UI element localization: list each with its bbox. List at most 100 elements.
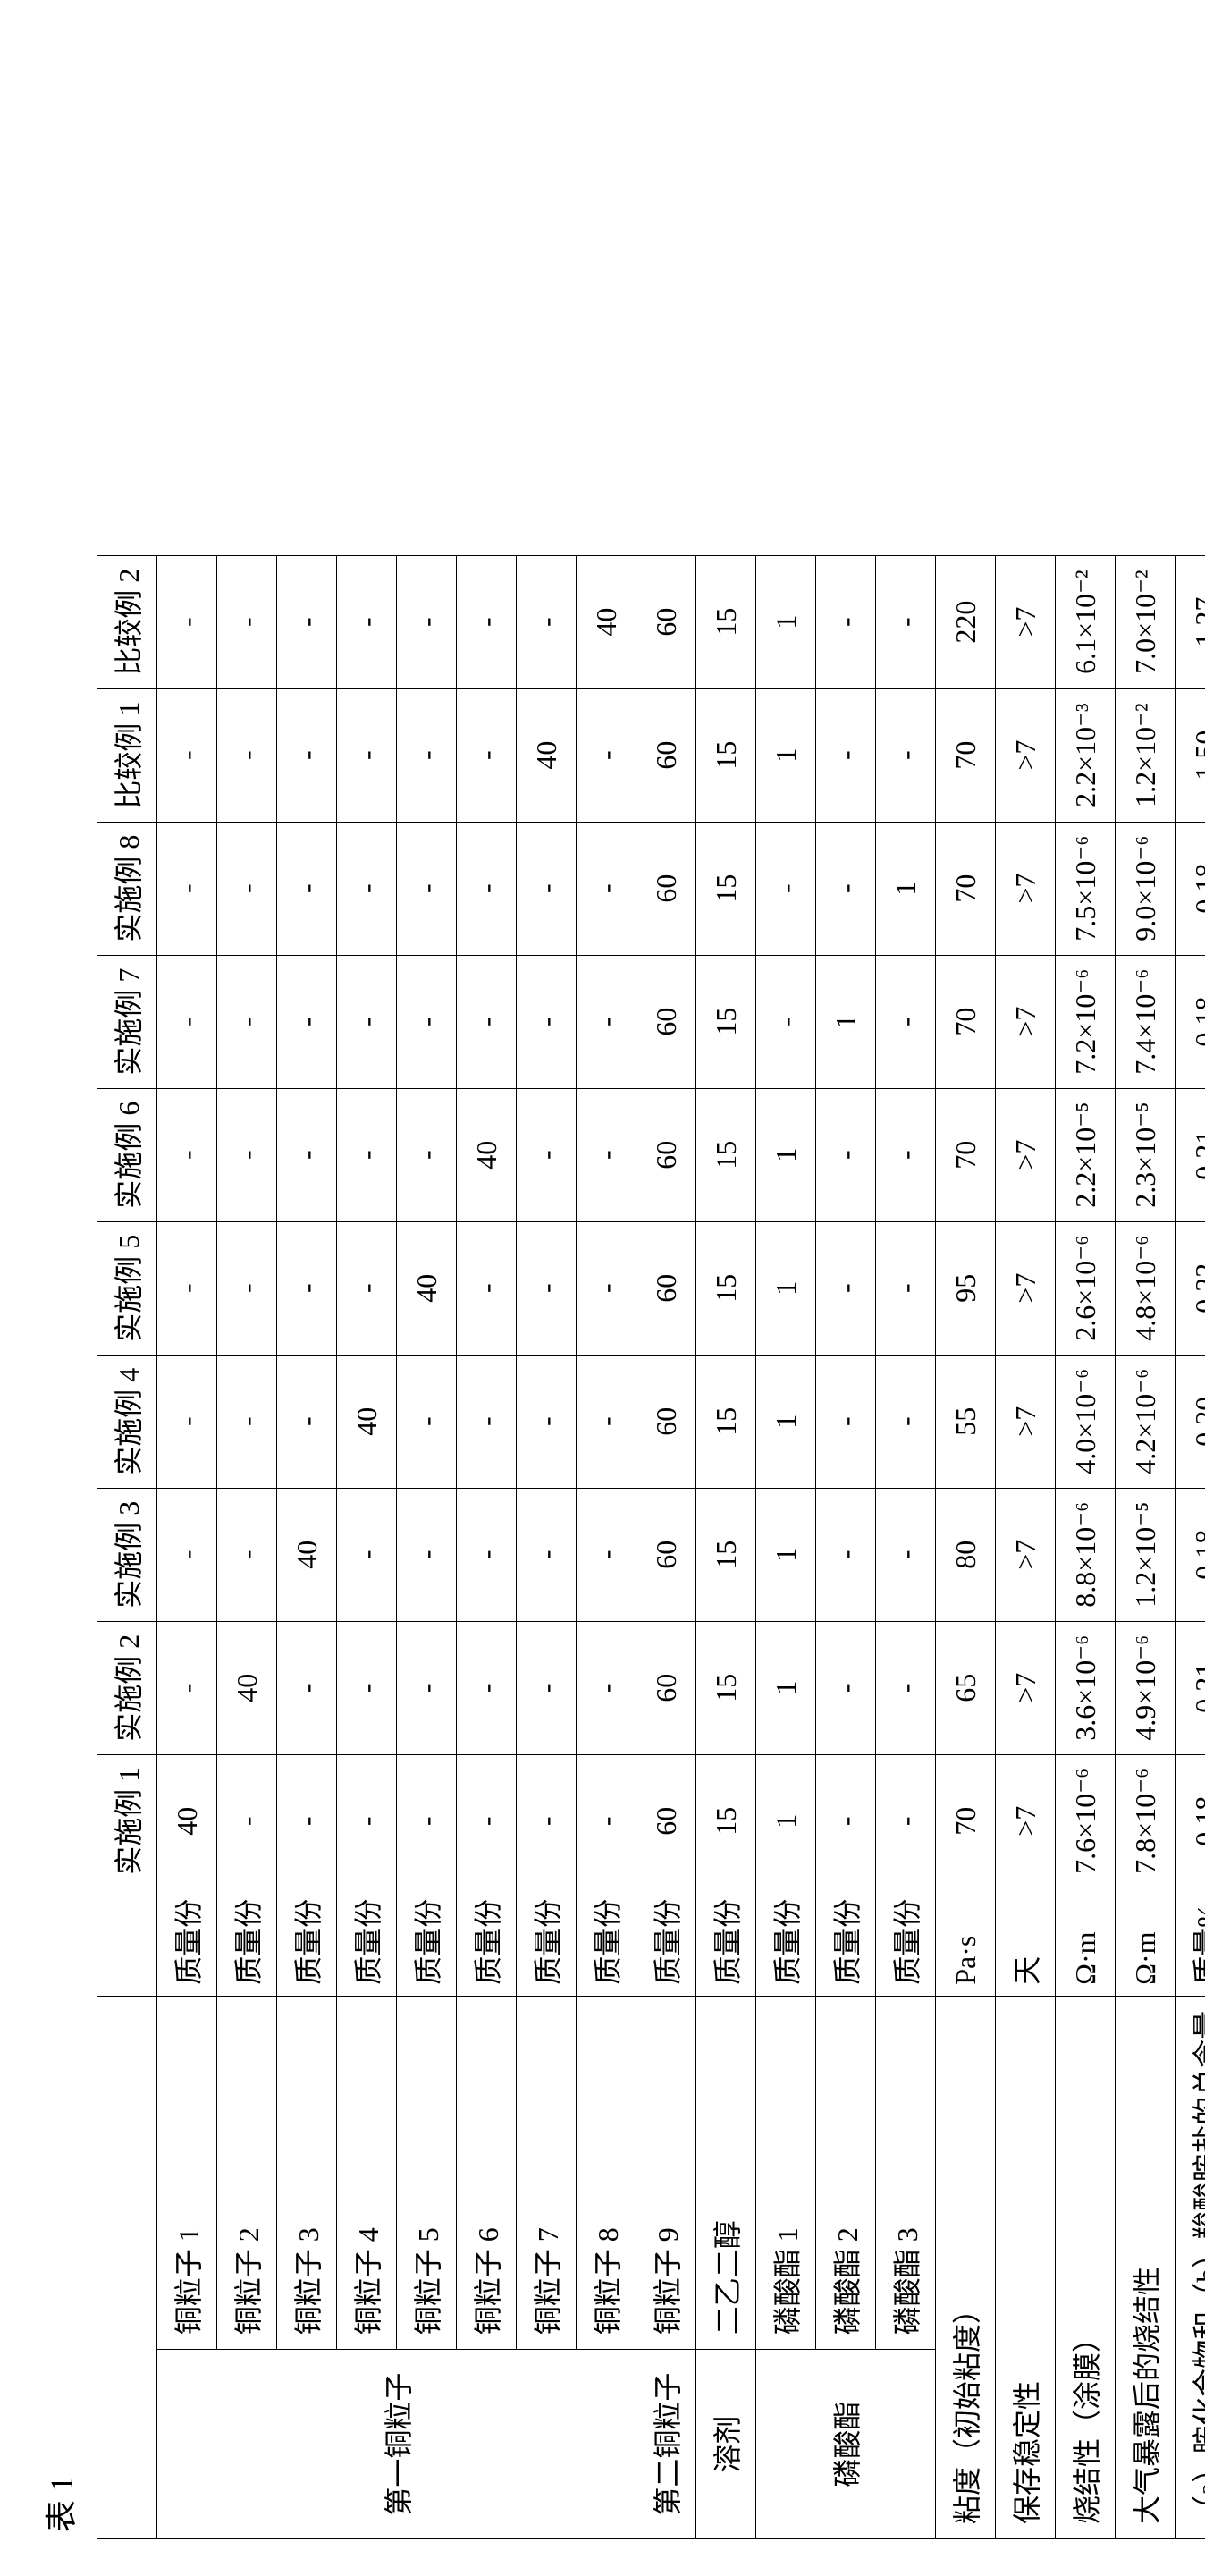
value-cell: - — [517, 822, 577, 955]
value-cell: - — [277, 1754, 337, 1888]
unit-cell: 质量份 — [277, 1888, 337, 1996]
value-cell: - — [337, 822, 397, 955]
value-cell: >7 — [996, 555, 1056, 688]
value-cell: >7 — [996, 955, 1056, 1088]
value-cell: 4.0×10⁻⁶ — [1056, 1355, 1116, 1488]
value-cell: - — [457, 555, 517, 688]
value-cell: - — [876, 1221, 936, 1355]
value-cell: 1.50 — [1176, 688, 1205, 822]
table-row: 铜粒子 5质量份----40----- — [397, 555, 457, 2538]
value-cell: 2.2×10⁻³ — [1056, 688, 1116, 822]
value-cell: - — [517, 1088, 577, 1221]
column-header: 实施例 4 — [97, 1355, 157, 1488]
sub-label: 磷酸酯 1 — [756, 1996, 816, 2349]
value-cell: - — [337, 1754, 397, 1888]
value-cell: 55 — [936, 1355, 996, 1488]
value-cell: - — [457, 1754, 517, 1888]
group-label: 溶剂 — [696, 2350, 756, 2539]
value-cell: 8.8×10⁻⁶ — [1056, 1488, 1116, 1621]
value-cell: 40 — [457, 1088, 517, 1221]
column-header: 实施例 8 — [97, 822, 157, 955]
value-cell: - — [277, 1088, 337, 1221]
sub-label: 铜粒子 4 — [337, 1996, 397, 2349]
value-cell: - — [397, 555, 457, 688]
row-label: 大气暴露后的烧结性 — [1116, 1996, 1176, 2538]
value-cell: - — [816, 555, 876, 688]
column-header: 实施例 7 — [97, 955, 157, 1088]
value-cell: - — [397, 1488, 457, 1621]
table-row: 铜粒子 4质量份---40------ — [337, 555, 397, 2538]
sub-label: 铜粒子 3 — [277, 1996, 337, 2349]
value-cell: 0.18 — [1176, 1488, 1205, 1621]
table-row: 铜粒子 7质量份--------40- — [517, 555, 577, 2538]
value-cell: - — [816, 1221, 876, 1355]
value-cell: - — [277, 1221, 337, 1355]
value-cell: 70 — [936, 1088, 996, 1221]
unit-cell: 质量份 — [696, 1888, 756, 1996]
value-cell: - — [337, 1621, 397, 1754]
header-blank — [97, 1996, 157, 2538]
unit-cell: 质量% — [1176, 1888, 1205, 1996]
value-cell: 15 — [696, 1088, 756, 1221]
value-cell: - — [577, 1488, 636, 1621]
value-cell: - — [217, 955, 277, 1088]
unit-cell: 质量份 — [876, 1888, 936, 1996]
sub-label: 铜粒子 1 — [157, 1996, 217, 2349]
value-cell: 40 — [517, 688, 577, 822]
value-cell: - — [876, 688, 936, 822]
value-cell: 7.6×10⁻⁶ — [1056, 1754, 1116, 1888]
unit-cell: 质量份 — [157, 1888, 217, 1996]
value-cell: >7 — [996, 1621, 1056, 1754]
value-cell: 7.0×10⁻² — [1116, 555, 1176, 688]
value-cell: - — [517, 1355, 577, 1488]
value-cell: - — [876, 955, 936, 1088]
table-row: 粘度（初始粘度）Pa·s706580559570707070220 — [936, 555, 996, 2538]
value-cell: 1.2×10⁻⁵ — [1116, 1488, 1176, 1621]
unit-cell: 质量份 — [577, 1888, 636, 1996]
value-cell: 7.2×10⁻⁶ — [1056, 955, 1116, 1088]
value-cell: 0.18 — [1176, 822, 1205, 955]
value-cell: - — [876, 1488, 936, 1621]
value-cell: 0.21 — [1176, 1621, 1205, 1754]
value-cell: 1 — [756, 1088, 816, 1221]
table-row: 溶剂二乙二醇质量份15151515151515151515 — [696, 555, 756, 2538]
column-header: 实施例 3 — [97, 1488, 157, 1621]
value-cell: 15 — [696, 1621, 756, 1754]
value-cell: 15 — [696, 1488, 756, 1621]
value-cell: 40 — [397, 1221, 457, 1355]
value-cell: 60 — [636, 1088, 696, 1221]
value-cell: 70 — [936, 1754, 996, 1888]
value-cell: - — [517, 555, 577, 688]
value-cell: 7.5×10⁻⁶ — [1056, 822, 1116, 955]
value-cell: - — [517, 1221, 577, 1355]
value-cell: - — [517, 1754, 577, 1888]
value-cell: - — [457, 1221, 517, 1355]
value-cell: - — [217, 688, 277, 822]
table-row: 铜粒子 3质量份--40------- — [277, 555, 337, 2538]
value-cell: - — [457, 1621, 517, 1754]
table-body: 第一铜粒子铜粒子 1质量份40---------铜粒子 2质量份-40-----… — [157, 555, 1205, 2538]
value-cell: - — [337, 1221, 397, 1355]
value-cell: - — [337, 1088, 397, 1221]
table-header: 实施例 1实施例 2实施例 3实施例 4实施例 5实施例 6实施例 7实施例 8… — [97, 555, 157, 2538]
value-cell: - — [157, 955, 217, 1088]
value-cell: >7 — [996, 1088, 1056, 1221]
value-cell: 40 — [157, 1754, 217, 1888]
value-cell: 60 — [636, 1355, 696, 1488]
sub-label: 磷酸酯 3 — [876, 1996, 936, 2349]
value-cell: - — [157, 1488, 217, 1621]
table-row: 第一铜粒子铜粒子 1质量份40--------- — [157, 555, 217, 2538]
value-cell: 15 — [696, 555, 756, 688]
value-cell: - — [876, 1355, 936, 1488]
unit-cell: 质量份 — [217, 1888, 277, 1996]
value-cell: >7 — [996, 1754, 1056, 1888]
value-cell: - — [397, 688, 457, 822]
value-cell: - — [457, 688, 517, 822]
value-cell: 220 — [936, 555, 996, 688]
value-cell: 60 — [636, 1221, 696, 1355]
value-cell: 6.1×10⁻² — [1056, 555, 1116, 688]
table-row: 铜粒子 2质量份-40-------- — [217, 555, 277, 2538]
group-label: 第一铜粒子 — [157, 2350, 636, 2539]
table-row: 第二铜粒子铜粒子 9质量份60606060606060606060 — [636, 555, 696, 2538]
value-cell: >7 — [996, 1221, 1056, 1355]
